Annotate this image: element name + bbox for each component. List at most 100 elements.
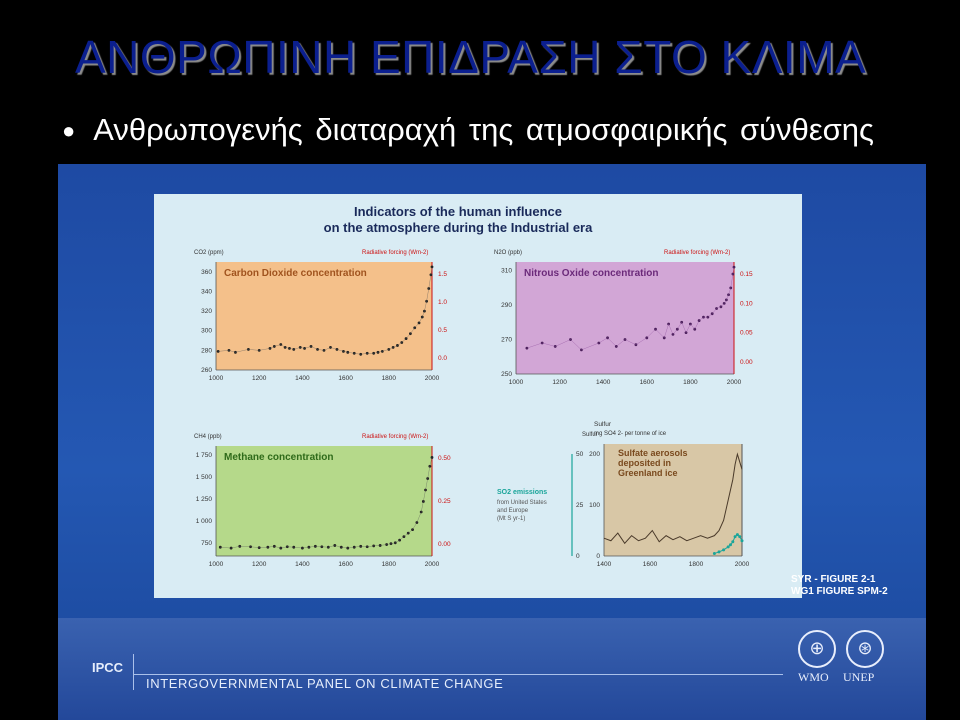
data-point (722, 548, 726, 552)
y2-tick-label: 0.0 (438, 355, 447, 362)
unep-logo-icon: ⊛ (846, 630, 884, 668)
x-tick-label: 1000 (209, 561, 224, 568)
y-tick-label: 750 (201, 540, 212, 547)
series-line (526, 267, 735, 351)
x-tick-label: 2000 (425, 375, 440, 382)
x-tick-label: 1600 (338, 375, 353, 382)
y-tick-label: 320 (201, 308, 212, 315)
x-tick-label: 2000 (735, 561, 750, 568)
x-tick-label: 1800 (683, 379, 698, 386)
figure-title-line1: Indicators of the human influence (354, 204, 562, 219)
sulfur-axis-title: Sulfur (594, 421, 612, 428)
bullet-text: Ανθρωπογενής διαταραχή της ατμοσφαιρικής… (93, 112, 874, 147)
bullet-icon: ● (62, 118, 76, 143)
figure-title-line2: on the atmosphere during the Industrial … (324, 220, 593, 235)
slide-title: ΑΝΘΡΩΠΙΝΗ ΕΠΙΔΡΑΣΗ ΣΤΟ ΚΛΙΜΑ (75, 31, 867, 83)
y-tick-label: 260 (201, 367, 212, 374)
figure-reference-line2: WG1 FIGURE SPM-2 (791, 586, 888, 597)
y2-tick-label: 1.0 (438, 299, 447, 306)
chart-title: Nitrous Oxide concentration (524, 268, 658, 279)
x-tick-label: 1200 (252, 375, 267, 382)
chart-title: deposited in (618, 458, 671, 468)
footer-divider-vertical (133, 654, 134, 690)
y-axis-title: Sulfur (582, 432, 598, 438)
y-tick-label: 270 (501, 337, 512, 344)
x-tick-label: 1200 (252, 561, 267, 568)
figure-reference: SYR - FIGURE 2-1 WG1 FIGURE SPM-2 (791, 574, 888, 598)
x-tick-label: 1600 (640, 379, 655, 386)
x-tick-label: 2000 (727, 379, 742, 386)
x-tick-label: 1400 (596, 379, 611, 386)
y-tick-label: 290 (501, 302, 512, 309)
y-tick-label: 1 250 (196, 496, 213, 503)
data-point (738, 535, 742, 539)
figure-panel: Indicators of the human influence on the… (154, 194, 802, 598)
footer-org-short: IPCC (92, 660, 124, 675)
so2-axis-title: SO2 emissions (497, 489, 547, 496)
data-point (731, 540, 735, 544)
chart-panel-bg (216, 262, 432, 370)
so2-tick-label: 0 (576, 553, 580, 560)
y2-tick-label: 1.5 (438, 271, 447, 278)
y-tick-label: 250 (501, 371, 512, 378)
y2-axis-title: Radiative forcing (Wm-2) (362, 434, 428, 440)
chart-panel-bg (516, 262, 734, 374)
chart-title: Carbon Dioxide concentration (224, 268, 367, 279)
y2-tick-label: 0.05 (740, 330, 753, 337)
y2-tick-label: 0.25 (438, 498, 451, 505)
x-tick-label: 1800 (382, 375, 397, 382)
data-point (740, 539, 744, 543)
footer-org-full: INTERGOVERNMENTAL PANEL ON CLIMATE CHANG… (146, 676, 504, 691)
x-tick-label: 1600 (338, 561, 353, 568)
y-tick-label: 310 (501, 268, 512, 275)
x-tick-label: 1400 (295, 375, 310, 382)
series-line (603, 452, 743, 545)
y-tick-label: 200 (589, 451, 600, 458)
data-point (735, 533, 739, 537)
data-point (732, 265, 736, 269)
sulfur-axis-unit: mg SO4 2- per tonne of ice (594, 431, 667, 437)
so2-tick-label: 25 (576, 502, 584, 509)
so2-tick-label: 50 (576, 451, 584, 458)
y-tick-label: 100 (589, 502, 600, 509)
y2-tick-label: 0.15 (740, 271, 753, 278)
so2-axis-note: (Mt S yr-1) (497, 516, 525, 522)
y2-tick-label: 0.10 (740, 300, 753, 307)
chart-panel-bg (216, 446, 432, 556)
y2-tick-label: 0.00 (740, 359, 753, 366)
y-tick-label: 300 (201, 328, 212, 335)
x-tick-label: 1800 (382, 561, 397, 568)
x-tick-label: 2000 (425, 561, 440, 568)
so2-axis-note: from United States (497, 500, 547, 506)
y2-axis-title: Radiative forcing (Wm-2) (362, 250, 428, 256)
so2-axis-note: and Europe (497, 508, 529, 514)
wmo-logo-label: WMO (798, 670, 829, 684)
figure-reference-line1: SYR - FIGURE 2-1 (791, 574, 876, 585)
data-point (729, 543, 732, 547)
y-axis-title: N2O (ppb) (494, 250, 522, 256)
data-point (733, 535, 737, 539)
unep-logo-label: UNEP (843, 670, 875, 684)
y2-tick-label: 0.5 (438, 327, 447, 334)
y-tick-label: 0 (596, 553, 600, 560)
x-tick-label: 1000 (209, 375, 224, 382)
chart-panel-bg (604, 444, 742, 556)
chart-title: Greenland ice (618, 468, 678, 478)
y-axis-title: CO2 (ppm) (194, 250, 224, 256)
ipcc-figure-slide: Indicators of the human influence on the… (58, 164, 926, 720)
footer-band (58, 618, 926, 720)
wmo-logo-icon: ⊕ (798, 630, 836, 668)
y-axis-title: CH4 (ppb) (194, 434, 222, 440)
chart-title: Sulfate aerosols (618, 448, 688, 458)
x-tick-label: 1200 (552, 379, 567, 386)
series-line (220, 457, 433, 549)
y-tick-label: 360 (201, 269, 212, 276)
bullet-item: ● Ανθρωπογενής διαταραχή της ατμοσφαιρικ… (62, 112, 874, 148)
y-tick-label: 280 (201, 347, 212, 354)
data-point (216, 349, 220, 353)
y2-axis-title: Radiative forcing (Wm-2) (664, 250, 730, 256)
x-tick-label: 1600 (643, 561, 658, 568)
data-point (712, 551, 716, 555)
x-tick-label: 1400 (295, 561, 310, 568)
indicator-charts: Indicators of the human influence on the… (194, 204, 753, 568)
